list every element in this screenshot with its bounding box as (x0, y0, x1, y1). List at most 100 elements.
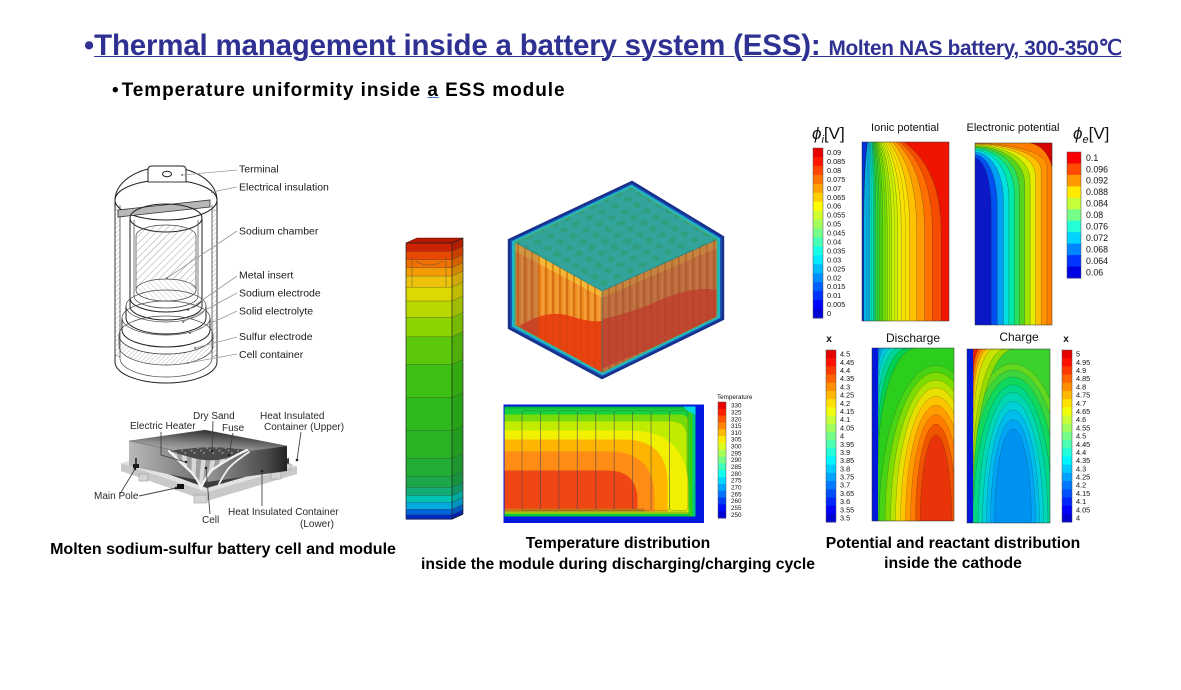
svg-text:4.2: 4.2 (1076, 481, 1086, 490)
svg-text:0.088: 0.088 (1086, 187, 1108, 197)
svg-text:0.08: 0.08 (827, 166, 841, 175)
svg-text:0.05: 0.05 (827, 220, 841, 229)
svg-text:280: 280 (731, 471, 742, 478)
svg-text:295: 295 (731, 450, 742, 457)
svg-text:0.09: 0.09 (827, 148, 841, 157)
svg-text:4.3: 4.3 (840, 382, 850, 391)
svg-text:4.9: 4.9 (1076, 366, 1086, 375)
svg-text:0.06: 0.06 (1086, 267, 1103, 277)
svg-text:Discharge: Discharge (886, 331, 940, 345)
svg-text:0.02: 0.02 (827, 273, 841, 282)
svg-text:315: 315 (731, 423, 742, 430)
svg-text:4.4: 4.4 (840, 366, 850, 375)
svg-text:3.55: 3.55 (840, 505, 854, 514)
svg-text:4.45: 4.45 (1076, 440, 1090, 449)
svg-text:Metal insert: Metal insert (239, 269, 293, 281)
svg-text:Heat Insulated Container: Heat Insulated Container (228, 507, 339, 518)
svg-text:325: 325 (731, 409, 742, 416)
svg-text:0.068: 0.068 (1086, 244, 1108, 254)
svg-text:4.5: 4.5 (1076, 432, 1086, 441)
svg-text:4.85: 4.85 (1076, 374, 1090, 383)
svg-text:4.65: 4.65 (1076, 407, 1090, 416)
svg-text:4: 4 (1076, 513, 1080, 522)
svg-text:5: 5 (1076, 350, 1080, 359)
svg-text:ϕe[V]: ϕe[V] (1073, 124, 1109, 146)
svg-text:4.25: 4.25 (840, 391, 854, 400)
svg-text:4.6: 4.6 (1076, 415, 1086, 424)
svg-text:x: x (826, 334, 832, 345)
svg-text:0.06: 0.06 (827, 202, 841, 211)
svg-text:Terminal: Terminal (239, 163, 279, 175)
svg-text:4.15: 4.15 (840, 407, 854, 416)
svg-text:0.01: 0.01 (827, 291, 841, 300)
svg-text:275: 275 (731, 478, 742, 485)
svg-text:Electric Heater: Electric Heater (130, 421, 196, 432)
svg-text:3.8: 3.8 (840, 464, 850, 473)
svg-text:Charge: Charge (999, 330, 1039, 344)
svg-text:Sodium electrode: Sodium electrode (239, 287, 321, 299)
svg-text:Electronic potential: Electronic potential (967, 122, 1060, 134)
svg-text:4.3: 4.3 (1076, 464, 1086, 473)
svg-text:0.04: 0.04 (827, 238, 841, 247)
svg-text:320: 320 (731, 416, 742, 423)
svg-text:0.076: 0.076 (1086, 222, 1108, 232)
svg-text:0.07: 0.07 (827, 184, 841, 193)
svg-text:Cell container: Cell container (239, 349, 304, 361)
svg-text:290: 290 (731, 457, 742, 464)
svg-text:260: 260 (731, 498, 742, 505)
svg-text:4.2: 4.2 (840, 399, 850, 408)
svg-text:4.15: 4.15 (1076, 489, 1090, 498)
svg-text:Sulfur electrode: Sulfur electrode (239, 331, 313, 343)
svg-text:3.65: 3.65 (840, 489, 854, 498)
svg-text:3.6: 3.6 (840, 497, 850, 506)
svg-text:0.08: 0.08 (1086, 210, 1103, 220)
svg-text:0.005: 0.005 (827, 300, 845, 309)
svg-text:Main Pole: Main Pole (94, 491, 139, 502)
svg-text:255: 255 (731, 505, 742, 512)
svg-text:305: 305 (731, 437, 742, 444)
svg-text:0.065: 0.065 (827, 193, 845, 202)
svg-text:0.092: 0.092 (1086, 176, 1108, 186)
svg-text:x: x (1063, 334, 1069, 345)
svg-text:0.035: 0.035 (827, 246, 845, 255)
svg-text:0.03: 0.03 (827, 255, 841, 264)
svg-text:0.085: 0.085 (827, 157, 845, 166)
svg-text:3.7: 3.7 (840, 481, 850, 490)
svg-text:310: 310 (731, 430, 742, 437)
svg-text:Temperature: Temperature (717, 394, 753, 401)
svg-text:4.1: 4.1 (840, 415, 850, 424)
svg-text:Dry Sand: Dry Sand (193, 411, 235, 422)
svg-text:3.5: 3.5 (840, 513, 850, 522)
svg-text:Ionic potential: Ionic potential (871, 122, 939, 134)
svg-text:4.45: 4.45 (840, 358, 854, 367)
svg-text:265: 265 (731, 491, 742, 498)
svg-text:3.85: 3.85 (840, 456, 854, 465)
svg-text:0.084: 0.084 (1086, 199, 1108, 209)
svg-text:Sodium chamber: Sodium chamber (239, 225, 319, 237)
svg-text:4.4: 4.4 (1076, 448, 1086, 457)
svg-text:Cell: Cell (202, 515, 219, 526)
svg-text:4: 4 (840, 432, 844, 441)
svg-text:4.5: 4.5 (840, 350, 850, 359)
svg-text:Solid electrolyte: Solid electrolyte (239, 305, 313, 317)
svg-text:285: 285 (731, 464, 742, 471)
svg-text:0.072: 0.072 (1086, 233, 1108, 243)
svg-text:4.35: 4.35 (1076, 456, 1090, 465)
svg-text:4.7: 4.7 (1076, 399, 1086, 408)
svg-text:Container (Upper): Container (Upper) (264, 422, 344, 433)
svg-text:3.95: 3.95 (840, 440, 854, 449)
svg-text:3.9: 3.9 (840, 448, 850, 457)
svg-text:4.05: 4.05 (840, 423, 854, 432)
svg-text:0.096: 0.096 (1086, 164, 1108, 174)
svg-text:0: 0 (827, 309, 831, 318)
svg-text:300: 300 (731, 444, 742, 451)
svg-text:Electrical insulation: Electrical insulation (239, 181, 329, 193)
svg-text:0.064: 0.064 (1086, 256, 1108, 266)
svg-text:(Lower): (Lower) (300, 519, 334, 530)
svg-text:0.055: 0.055 (827, 211, 845, 220)
svg-text:4.05: 4.05 (1076, 505, 1090, 514)
svg-text:0.015: 0.015 (827, 282, 845, 291)
svg-text:250: 250 (731, 512, 742, 519)
svg-text:0.045: 0.045 (827, 229, 845, 238)
svg-text:Fuse: Fuse (222, 423, 245, 434)
